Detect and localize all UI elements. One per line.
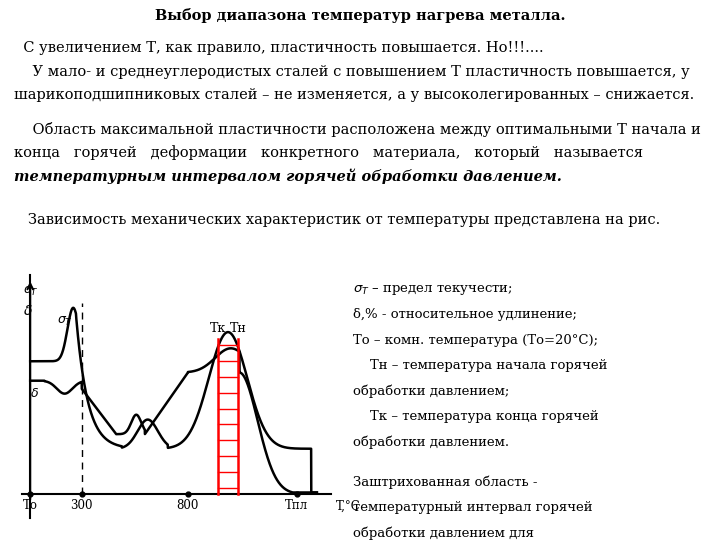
Text: $\sigma_T$ – предел текучести;: $\sigma_T$ – предел текучести; bbox=[353, 283, 513, 296]
Text: То: То bbox=[23, 500, 37, 512]
Text: δ,% - относительное удлинение;: δ,% - относительное удлинение; bbox=[353, 308, 577, 321]
Text: температурный интервал горячей: температурный интервал горячей bbox=[353, 501, 593, 515]
Text: Тк: Тк bbox=[210, 322, 226, 335]
Text: температурным интервалом горячей обработки давлением.: температурным интервалом горячей обработ… bbox=[14, 168, 562, 184]
Text: То – комн. температура (То=20°С);: То – комн. температура (То=20°С); bbox=[353, 334, 598, 347]
Text: обработки давлением для: обработки давлением для bbox=[353, 527, 534, 540]
Text: обработки давлением.: обработки давлением. bbox=[353, 436, 509, 449]
Text: 800: 800 bbox=[176, 500, 199, 512]
Text: $\sigma_T$: $\sigma_T$ bbox=[23, 285, 39, 298]
Text: $\delta$: $\delta$ bbox=[23, 304, 33, 318]
Text: 300: 300 bbox=[71, 500, 93, 512]
Text: конца   горячей   деформации   конкретного   материала,   который   называется: конца горячей деформации конкретного мат… bbox=[14, 145, 644, 160]
Text: шарикоподшипниковых сталей – не изменяется, а у высоколегированных – снижается.: шарикоподшипниковых сталей – не изменяет… bbox=[14, 88, 695, 102]
Text: Выбор диапазона температур нагрева металла.: Выбор диапазона температур нагрева метал… bbox=[155, 8, 565, 23]
Text: Тн – температура начала горячей: Тн – температура начала горячей bbox=[353, 359, 607, 372]
Text: Тпл: Тпл bbox=[285, 500, 308, 512]
Text: Тк – температура конца горячей: Тк – температура конца горячей bbox=[353, 410, 598, 423]
Text: обработки давлением;: обработки давлением; bbox=[353, 384, 509, 398]
Text: $\sigma_T$: $\sigma_T$ bbox=[57, 315, 73, 328]
Text: Тн: Тн bbox=[230, 322, 246, 335]
Text: $\delta$: $\delta$ bbox=[30, 387, 39, 400]
Text: Заштрихованная область -: Заштрихованная область - bbox=[353, 476, 537, 489]
Text: T,°C: T,°C bbox=[336, 500, 360, 512]
Text: С увеличением Т, как правило, пластичность повышается. Но!!!....: С увеличением Т, как правило, пластичнос… bbox=[14, 42, 544, 56]
Text: Зависимость механических характеристик от температуры представлена на рис.: Зависимость механических характеристик о… bbox=[14, 213, 661, 227]
Text: У мало- и среднеуглеродистых сталей с повышением Т пластичность повышается, у: У мало- и среднеуглеродистых сталей с по… bbox=[14, 65, 690, 79]
Text: Область максимальной пластичности расположена между оптимальными Т начала и: Область максимальной пластичности распол… bbox=[14, 122, 701, 137]
